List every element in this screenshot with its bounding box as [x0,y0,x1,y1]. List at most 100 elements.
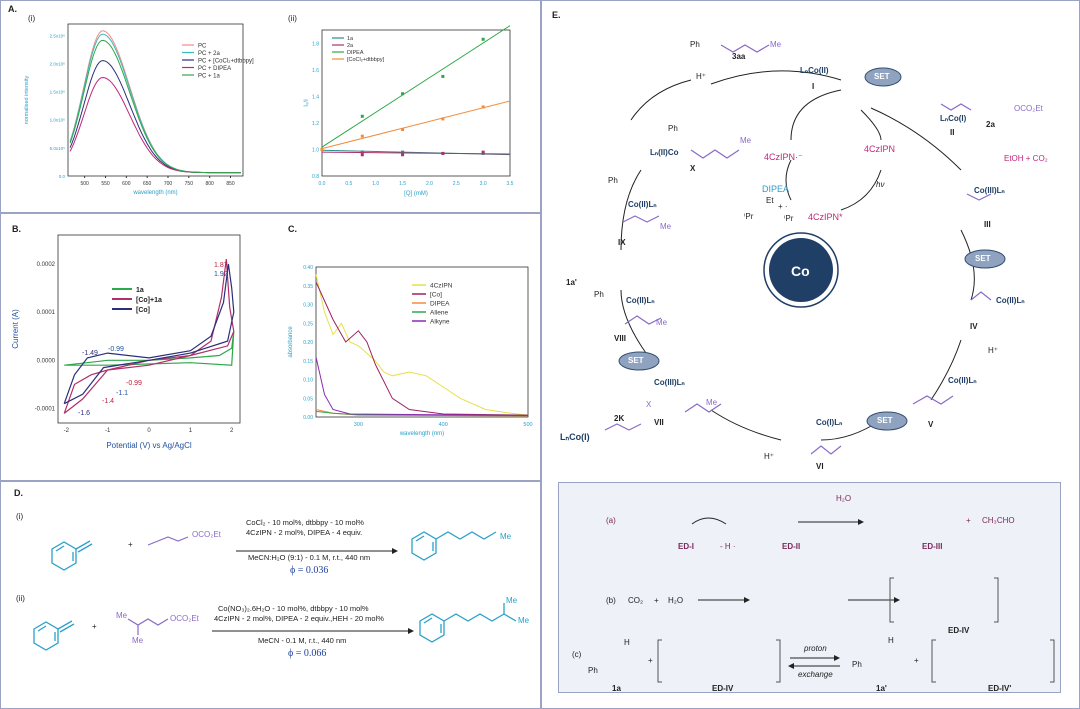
y-tick-label: 1.8 [312,41,319,47]
node-VIII-label: Co(II)Lₙ [626,296,655,305]
abs-curve-4 [315,356,529,416]
chart-A-ii: 0.0 0.5 1.0 1.5 2.0 2.5 3.0 3.5 0.8 1.0 1.2 1.4 1.6 1… [304,25,514,197]
minus-H: - H · [720,542,736,551]
legend-label-1: 2a [347,43,354,49]
x-tick-label: 3.0 [480,181,487,187]
y-tick-label: 2.0x10⁶ [50,61,66,66]
node-II-label: LₙCo(I) [940,114,967,123]
set-1: SET [874,72,890,81]
node-IX: IX [618,238,626,247]
node-VIII: VIII [614,334,627,343]
plus-D1: + [128,540,133,549]
lnco-in: LₙCo(I) [560,432,590,442]
node-I: I [812,82,815,91]
cond2-D1: 4CzIPN - 2 mol%, DIPEA - 4 equiv. [246,528,363,537]
series-line-4 [69,39,241,174]
y-tick-label: 2.5x10⁶ [50,33,66,38]
x-2K: X [646,400,652,409]
y-tick-label: -0.0001 [35,407,56,413]
annotation-4: -0.99 [126,380,142,387]
inset-c: (c) [572,650,582,659]
phi-D2: ϕ = 0.066 [288,648,327,659]
plot-frame [67,23,244,177]
inset-a: (a) [606,516,616,525]
ed-II: ED-II [782,542,801,551]
y-tick-label: 0.40 [303,265,313,271]
node-VII: VII [654,418,664,427]
y-tick-label: 0.25 [303,321,313,327]
node-IV: IV [970,322,978,331]
czipn: 4CzIPN [864,144,896,154]
data-point-1-2 [401,153,405,157]
legend-label-0: 1a [347,36,354,42]
plus-b: + [654,596,659,605]
set-3: SET [877,416,893,425]
set-2: SET [975,254,991,263]
ed-III: ED-III [922,542,943,551]
ed-IV-b: ED-IV [948,626,970,635]
x-tick-label: 0.5 [345,181,352,187]
y-tick-label: 0.35 [303,284,313,290]
plus-a: + [966,516,971,525]
node-VII-label: Co(III)Lₙ [654,378,685,387]
catalytic-cycle [604,44,1006,455]
x-tick-label: -1 [105,428,111,434]
y-tick-label: 0.15 [303,359,313,365]
annotation-5: -1.1 [116,390,128,397]
data-point-2-2 [401,92,405,96]
node-II: II [950,128,955,137]
legend-label-1: [Co] [430,292,442,299]
data-point-3-0 [320,147,324,151]
x-tick-label: 850 [226,181,235,187]
h2o-a: H₂O [836,494,852,503]
panel-A [0,0,541,213]
a1p-c: 1a' [876,684,887,693]
y-tick-label: 0.20 [303,340,313,346]
node-VI: VI [816,462,824,471]
chart-C: 300 400 500 0.00 0.05 0.10 0.15 0.20 0.25 0.30 0.3… [288,265,533,437]
x-tick-label: -2 [64,428,70,434]
annotation-6: -1.4 [102,398,114,405]
phi-D1: ϕ = 0.036 [290,565,329,576]
x-tick-label: 550 [101,181,110,187]
ph-c2: Ph [852,660,862,669]
y-tick-label: 1.0 [312,147,319,153]
annotation-7: -1.6 [78,410,90,417]
me-D2c: Me [506,596,518,605]
y-tick-label: 0.0001 [37,310,56,316]
data-point-1-1 [360,153,364,157]
data-point-3-1 [360,134,364,138]
plus-radical: + · [778,202,788,211]
me-X: Me [740,136,752,145]
data-point-3-3 [441,117,445,121]
ph-IX: Ph [608,176,618,185]
co-center-label: Co [791,263,810,279]
exchange-label: exchange [798,670,833,679]
y-tick-label: 0.00 [303,415,313,421]
me-D1: Me [500,532,512,541]
y-tick-label: 0.8 [312,174,319,180]
inset-b: (b) [606,596,616,605]
chart-B: -2 -1 0 1 2 -0.0001 0.0000 0.0001 0.0002 Potentia… [11,234,241,450]
y-tick-label: 5.0x10⁵ [50,146,66,151]
cond1-D2: Co(NO₃)₂.6H₂O - 10 mol%, dtbbpy - 10 mol… [218,604,369,613]
data-point-2-3 [441,74,445,78]
panel-D-i-label: (i) [16,512,24,521]
legend-label-2: DIPEA [430,301,450,308]
product-1 [411,531,497,561]
x-tick-label: 500 [523,422,532,428]
x-axis-label: wavelength (nm) [132,190,177,196]
y-tick-label: 0.30 [303,303,313,309]
me-VIII: Me [656,318,668,327]
x-tick-label: 0.0 [319,181,326,187]
ph-1a: Ph [594,290,604,299]
y-tick-label: 1.6 [312,68,319,74]
allylic-ester-2 [127,618,169,635]
reaction-scheme-D [33,531,517,651]
co2-b: CO₂ [628,596,644,605]
legend-label-2: DIPEA [347,50,364,56]
ipr-1: ⁱPr [744,212,754,221]
czipn-star: 4CzIPN* [808,212,843,222]
x-tick-label: 650 [143,181,152,187]
legend-label-0: PC [198,44,207,50]
